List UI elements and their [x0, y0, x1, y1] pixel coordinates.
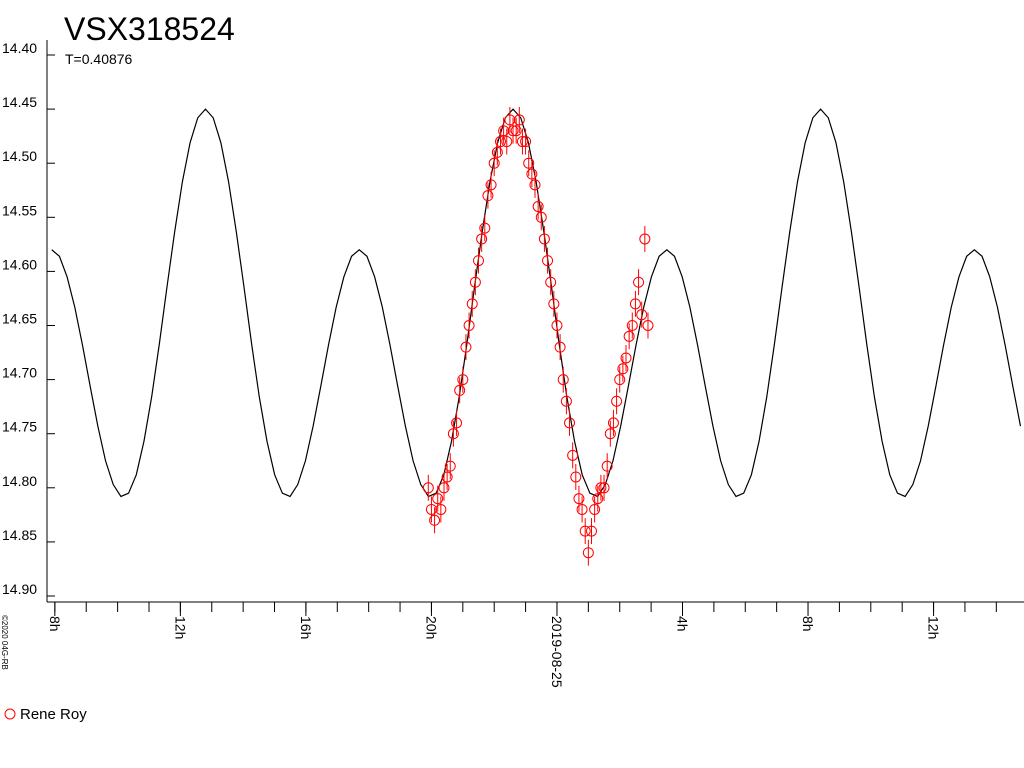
observation	[526, 168, 538, 180]
observation	[554, 341, 566, 353]
observation	[501, 136, 513, 148]
y-tick-label: 14.55	[2, 202, 37, 218]
observation	[570, 471, 582, 483]
observation	[429, 514, 441, 526]
observation	[585, 525, 597, 537]
y-tick-label: 14.50	[2, 148, 37, 164]
legend-marker	[4, 708, 16, 720]
observation	[639, 233, 651, 245]
x-tick-label: 2019-08-25	[549, 616, 565, 688]
observation	[545, 276, 557, 288]
y-tick-label: 14.40	[2, 40, 37, 56]
observation	[454, 384, 466, 396]
observation	[579, 525, 591, 537]
observation	[444, 460, 456, 472]
observation	[614, 374, 626, 386]
x-tick-label: 8h	[800, 616, 816, 632]
observation	[633, 276, 645, 288]
observation	[488, 157, 500, 169]
observation	[473, 255, 485, 267]
observation	[510, 125, 522, 137]
observation	[491, 146, 503, 158]
observation	[620, 352, 632, 364]
observation	[435, 503, 447, 515]
observation	[457, 374, 469, 386]
observation	[642, 320, 654, 331]
y-tick-label: 14.45	[2, 94, 37, 110]
observation	[425, 503, 437, 515]
x-tick-label: 12h	[926, 616, 942, 639]
observation	[582, 547, 594, 559]
x-tick-label: 12h	[172, 616, 188, 639]
credit: ©2020 04G-RB	[0, 615, 9, 670]
observation	[601, 460, 613, 472]
observation	[469, 276, 481, 288]
x-tick-label: 20h	[423, 616, 439, 639]
y-tick-label: 14.90	[2, 581, 37, 597]
observation	[595, 482, 607, 494]
observation	[598, 482, 610, 494]
observation	[567, 449, 579, 461]
observation	[607, 417, 619, 429]
y-tick-label: 14.85	[2, 527, 37, 543]
y-tick-label: 14.75	[2, 419, 37, 435]
observation	[548, 298, 560, 310]
observation	[513, 114, 525, 126]
observation	[523, 157, 535, 169]
y-tick-label: 14.60	[2, 256, 37, 272]
y-tick-label: 14.70	[2, 365, 37, 381]
observation	[422, 482, 434, 494]
observation	[538, 233, 550, 245]
observation	[532, 200, 544, 212]
observation	[623, 330, 635, 342]
observation	[485, 179, 497, 191]
y-tick-label: 14.80	[2, 473, 37, 489]
observation	[441, 471, 453, 483]
observation	[432, 493, 444, 505]
observation	[592, 493, 604, 505]
observation	[504, 114, 516, 126]
observation	[564, 417, 576, 429]
observation	[551, 320, 563, 331]
observation	[560, 395, 572, 407]
observation	[482, 190, 494, 202]
observation	[460, 341, 472, 353]
observation	[507, 125, 519, 137]
plot-area	[51, 106, 1022, 566]
observation	[626, 320, 638, 331]
observation	[451, 417, 463, 429]
chart-title: VSX318524	[64, 11, 235, 47]
observation	[617, 363, 629, 375]
observation	[438, 482, 450, 494]
observation	[542, 255, 554, 267]
y-tick-label: 14.65	[2, 311, 37, 327]
observation	[520, 136, 532, 148]
model-curve	[51, 108, 1022, 498]
observation	[604, 428, 616, 440]
legend-label: Rene Roy	[20, 706, 87, 723]
observation	[516, 136, 528, 148]
observation	[476, 233, 488, 245]
observation	[589, 503, 601, 515]
x-tick-label: 16h	[298, 616, 314, 639]
x-tick-label: 4h	[674, 616, 690, 632]
observation	[629, 298, 641, 310]
observation	[498, 125, 510, 137]
observation	[447, 428, 459, 440]
observation	[636, 309, 648, 321]
observation	[573, 493, 585, 505]
observation	[611, 395, 623, 407]
observation	[557, 374, 569, 386]
observation	[535, 211, 547, 223]
observation	[529, 179, 541, 191]
observation	[479, 222, 491, 234]
observation	[463, 320, 475, 331]
observation	[494, 136, 506, 148]
observation	[466, 298, 478, 310]
observation	[576, 503, 588, 515]
chart-subtitle: T=0.40876	[65, 51, 133, 67]
x-tick-label: 8h	[47, 616, 63, 632]
